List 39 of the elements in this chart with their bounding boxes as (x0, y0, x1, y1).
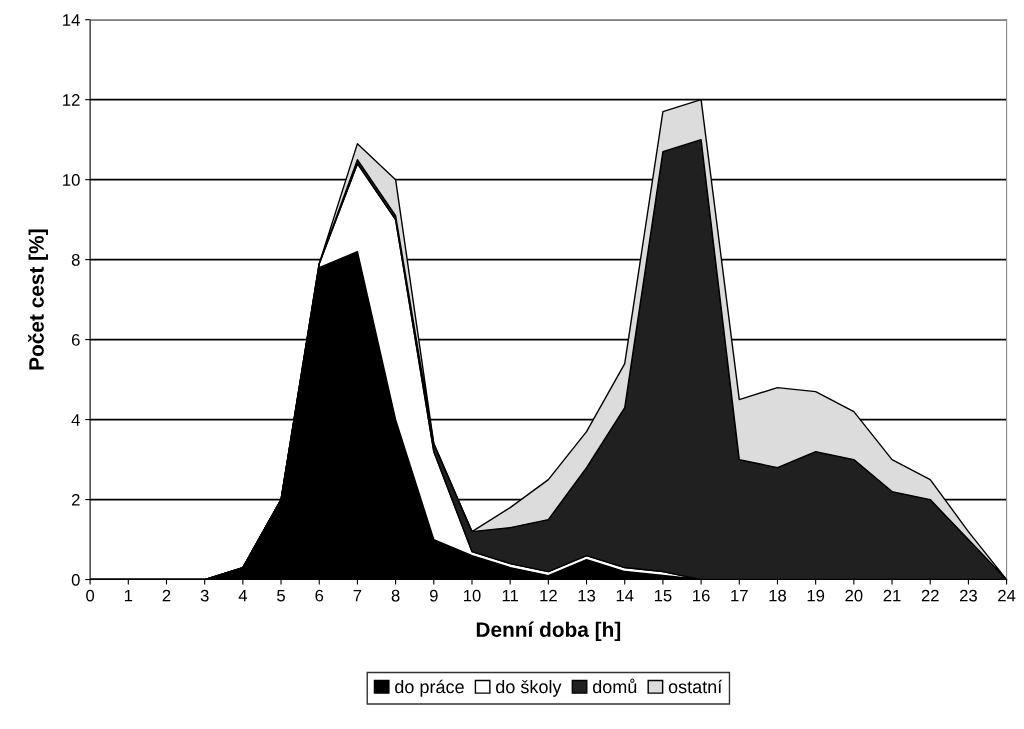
x-axis-title: Denní doba [h] (476, 621, 621, 642)
x-tick-label: 23 (959, 589, 977, 602)
legend-label: do školy (496, 679, 562, 697)
y-tick-label: 4 (71, 414, 80, 426)
y-tick-label: 0 (71, 573, 80, 586)
x-tick-label: 19 (807, 589, 825, 602)
x-tick-label: 11 (502, 589, 519, 602)
y-tick-label: 14 (63, 14, 80, 26)
x-tick-label: 12 (540, 589, 557, 602)
x-tick-label: 21 (883, 589, 901, 602)
x-tick-label: 10 (463, 589, 481, 602)
legend-label: domů (592, 678, 637, 694)
x-tick-label: 2 (162, 589, 171, 602)
x-tick-label: 8 (391, 589, 400, 602)
x-tick-label: 6 (315, 589, 324, 602)
x-tick-label: 16 (693, 589, 710, 602)
x-tick-label: 20 (845, 589, 863, 602)
y-tick-label: 2 (71, 493, 80, 506)
x-tick-label: 14 (616, 589, 634, 602)
x-tick-label: 9 (429, 589, 438, 602)
y-axis-title: Počet cest [%] (28, 229, 48, 370)
x-tick-label: 18 (769, 589, 787, 602)
y-tick-label: 12 (63, 94, 80, 106)
x-tick-label: 15 (654, 589, 672, 602)
x-tick-label: 0 (86, 589, 95, 602)
y-tick-label: 10 (63, 174, 80, 186)
x-tick-label: 7 (353, 589, 362, 602)
x-tick-label: 17 (731, 589, 748, 602)
legend-label: do práce (395, 679, 464, 697)
x-tick-label: 3 (200, 589, 209, 602)
legend-label: ostatní (668, 679, 723, 694)
y-tick-label: 6 (71, 334, 80, 346)
x-tick-label: 24 (998, 589, 1016, 602)
x-tick-label: 5 (277, 589, 285, 602)
x-tick-label: 13 (578, 589, 596, 602)
y-tick-label: 8 (71, 254, 80, 266)
x-tick-label: 1 (124, 589, 133, 602)
x-tick-label: 4 (238, 589, 248, 602)
x-tick-label: 22 (921, 589, 939, 602)
